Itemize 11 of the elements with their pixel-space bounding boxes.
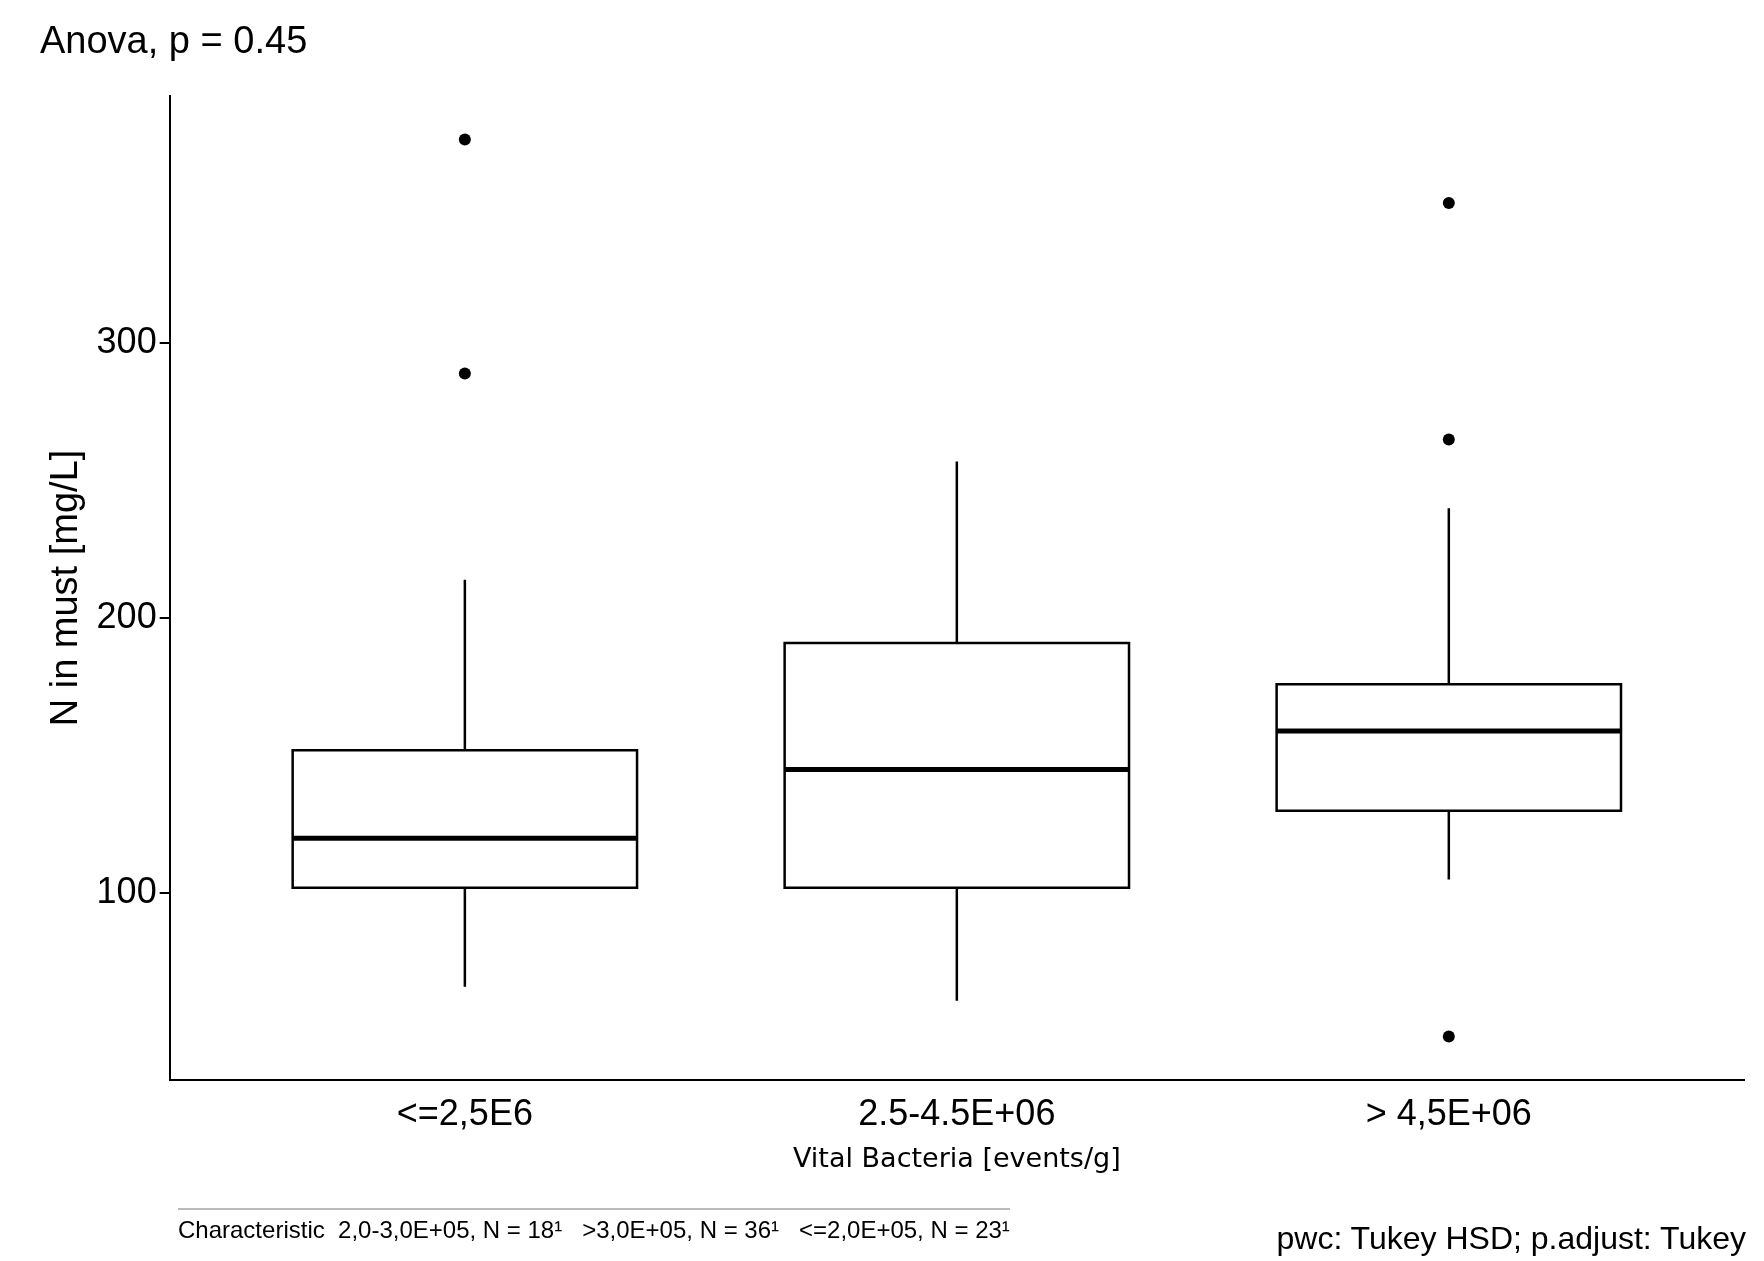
chart-title: Anova, p = 0.45: [40, 19, 308, 62]
x-tick-label: <=2,5E6: [396, 1091, 533, 1133]
x-tick-label: > 4,5E+06: [1365, 1091, 1532, 1133]
x-tick-label: 2.5-4.5E+06: [858, 1091, 1056, 1133]
text: pwc: Tukey HSD; p.adjust: Tukey: [1276, 1220, 1746, 1257]
x-axis-title: Vital Bacteria [events/g]: [792, 1141, 1121, 1173]
y-tick-label: 100: [96, 870, 157, 912]
y-tick-label: 200: [96, 595, 157, 637]
y-tick-label: 300: [96, 320, 157, 362]
text: Characteristic 2,0-3,0E+05, N = 18¹ >3,0E+05, N = 36¹ <=2,0E+05, N = 23¹: [178, 1208, 1010, 1244]
y-axis-title: N in must [mg/L]: [43, 449, 86, 727]
